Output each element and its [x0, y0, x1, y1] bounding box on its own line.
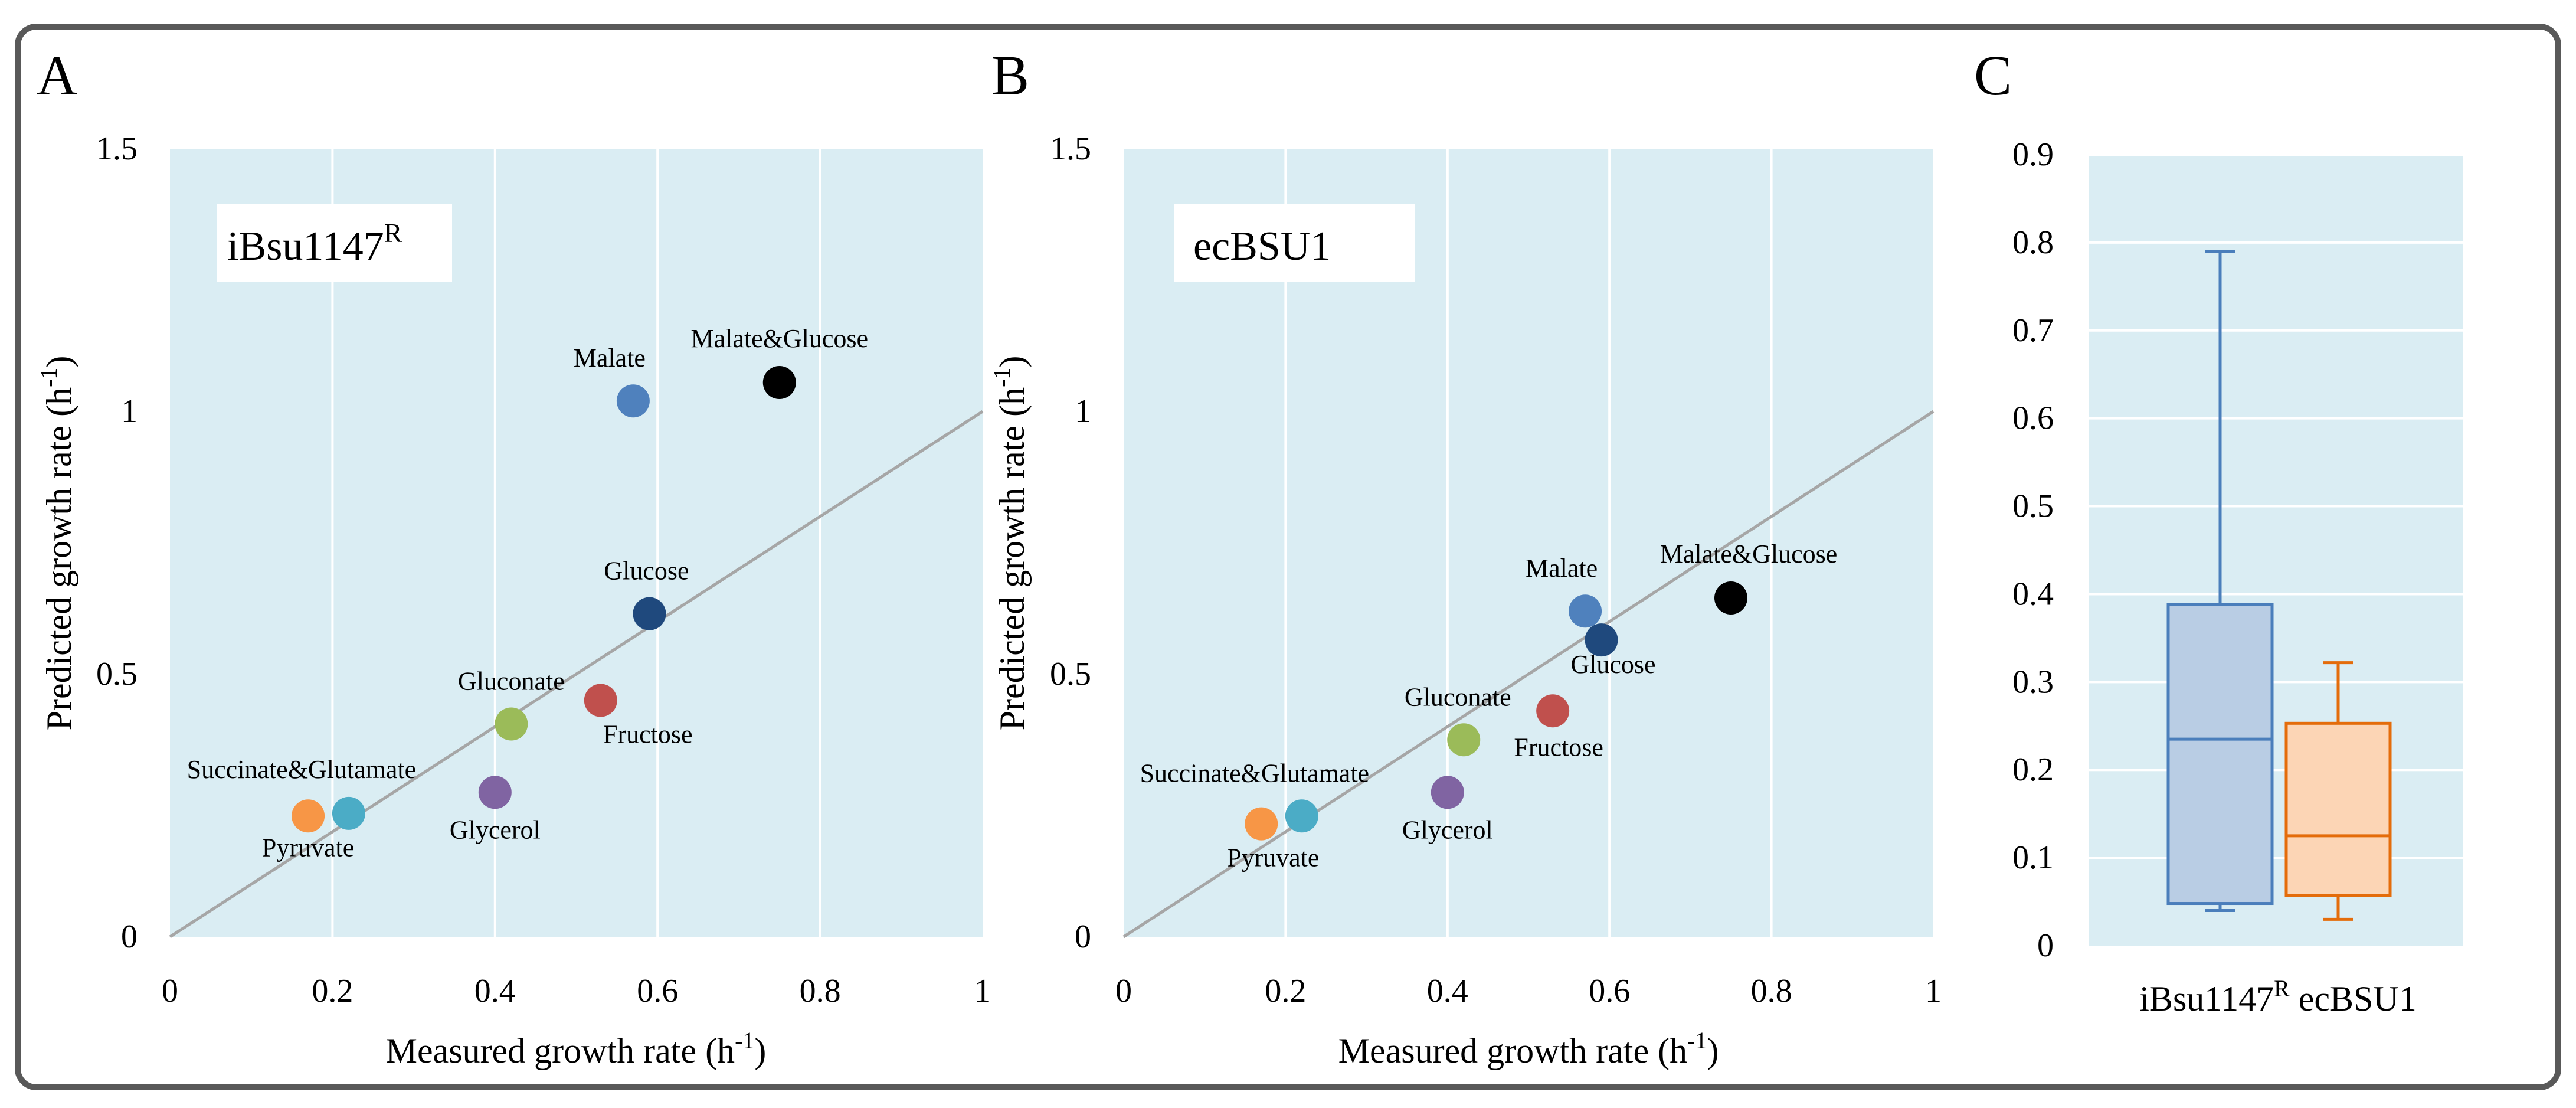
- data-point-a-2: [478, 776, 512, 809]
- plot-area-c: [2089, 155, 2463, 946]
- point-label-a-3: Gluconate: [458, 667, 565, 696]
- data-point-a-4: [584, 684, 617, 717]
- data-point-b-3: [1447, 723, 1481, 757]
- data-point-a-3: [495, 707, 528, 741]
- y-axis-label-b: Predicted growth rate (h-1): [988, 356, 1032, 731]
- panel-c-boxplot: C 0 0.1 0.2 0.3 0.4 0.5 0.6 0.7 0.8 0.9 iBsu1147R…: [1974, 44, 2463, 1018]
- data-point-b-1: [1285, 799, 1318, 833]
- y-tick-label-c-5: 0.5: [2012, 488, 2054, 525]
- x-tick-label-a-2: 0.4: [474, 973, 516, 1009]
- x-axis-label-a: Measured growth rate (h-1): [386, 1027, 767, 1070]
- data-point-b-6: [1569, 594, 1602, 628]
- x-tick-label-a-0: 0: [162, 973, 178, 1009]
- point-label-a-4: Fructose: [603, 720, 693, 749]
- y-tick-label-c-3: 0.3: [2012, 664, 2054, 700]
- y-tick-label-c-2: 0.2: [2012, 751, 2054, 788]
- x-tick-label-a-3: 0.6: [637, 973, 678, 1009]
- y-tick-label-c-0: 0: [2037, 927, 2054, 964]
- data-point-b-2: [1431, 776, 1464, 809]
- x-tick-label-b-0: 0: [1115, 973, 1132, 1009]
- inset-label-b: ecBSU1: [1193, 224, 1331, 269]
- data-point-a-0: [292, 799, 325, 833]
- y-tick-label-c-6: 0.6: [2012, 400, 2054, 437]
- data-point-a-5: [633, 597, 666, 630]
- y-tick-label-b-2: 1: [1075, 393, 1091, 430]
- point-label-b-0: Pyruvate: [1227, 844, 1319, 872]
- point-label-b-1: Succinate&Glutamate: [1140, 759, 1370, 787]
- y-tick-label-c-1: 0.1: [2012, 839, 2054, 876]
- inset-label-a: iBsu1147R: [227, 218, 402, 269]
- y-tick-label-c-7: 0.7: [2012, 312, 2054, 349]
- data-point-b-0: [1245, 807, 1278, 841]
- point-label-a-5: Glucose: [604, 557, 689, 586]
- panel-letter-c: C: [1974, 44, 2012, 107]
- y-tick-label-c-8: 0.8: [2012, 224, 2054, 261]
- x-axis-label-b: Measured growth rate (h-1): [1338, 1027, 1719, 1070]
- point-label-b-7: Malate&Glucose: [1660, 540, 1838, 568]
- x-tick-label-b-5: 1: [1925, 973, 1942, 1009]
- point-label-a-2: Glycerol: [450, 815, 541, 844]
- y-tick-label-b-3: 1.5: [1050, 130, 1091, 167]
- y-tick-label-b-0: 0: [1075, 919, 1091, 955]
- y-axis-label-a: Predicted growth rate (h-1): [35, 356, 78, 731]
- identity-line-b: [1122, 410, 1935, 939]
- data-point-a-7: [762, 366, 796, 400]
- point-label-a-7: Malate&Glucose: [690, 324, 868, 353]
- category-label-c: iBsu1147R ecBSU1: [2139, 975, 2416, 1018]
- data-point-b-7: [1714, 581, 1747, 615]
- y-tick-label-b-1: 0.5: [1050, 656, 1091, 692]
- point-label-b-6: Malate: [1526, 554, 1598, 583]
- inset-label-box-b: [1174, 204, 1415, 282]
- panel-letter-a: A: [37, 44, 77, 107]
- y-tick-label-a-3: 1.5: [96, 130, 138, 167]
- x-tick-label-b-3: 0.6: [1589, 973, 1630, 1009]
- point-label-b-2: Glycerol: [1402, 815, 1493, 844]
- data-point-b-5: [1585, 623, 1618, 657]
- point-label-a-0: Pyruvate: [262, 833, 354, 862]
- x-tick-label-a-4: 0.8: [800, 973, 841, 1009]
- panel-letter-b: B: [991, 44, 1029, 107]
- point-label-b-3: Gluconate: [1405, 682, 1511, 711]
- x-tick-label-b-4: 0.8: [1751, 973, 1792, 1009]
- point-label-a-1: Succinate&Glutamate: [187, 755, 417, 784]
- point-label-b-4: Fructose: [1514, 733, 1603, 761]
- x-tick-label-a-5: 1: [974, 973, 991, 1009]
- identity-line-a: [169, 410, 984, 939]
- y-tick-label-c-4: 0.4: [2012, 576, 2054, 612]
- y-tick-label-a-2: 1: [121, 393, 138, 430]
- y-tick-label-a-1: 0.5: [96, 656, 138, 692]
- data-point-a-6: [616, 384, 650, 418]
- point-label-b-5: Glucose: [1570, 650, 1655, 679]
- x-tick-label-a-1: 0.2: [312, 973, 353, 1009]
- data-point-a-1: [332, 796, 365, 830]
- y-tick-label-a-0: 0: [121, 919, 138, 955]
- panel-a-scatter: A iBsu1147R 0 0.2 0.4 0.6 0.8 1 0 0.5 1 1.5 Pyru…: [35, 44, 991, 1070]
- panel-b-scatter: B ecBSU1 0 0.2 0.4 0.6 0.8 1 0 0.5 1 1.5 Pyruvat…: [988, 44, 1942, 1070]
- inset-label-box-a: [217, 204, 452, 282]
- box-iqr-1: [2284, 721, 2392, 897]
- y-tick-label-c-9: 0.9: [2012, 136, 2054, 173]
- data-point-b-4: [1536, 694, 1570, 728]
- x-tick-label-b-1: 0.2: [1265, 973, 1306, 1009]
- x-tick-label-b-2: 0.4: [1427, 973, 1468, 1009]
- point-label-a-6: Malate: [574, 344, 646, 372]
- box-iqr-0: [2166, 603, 2274, 906]
